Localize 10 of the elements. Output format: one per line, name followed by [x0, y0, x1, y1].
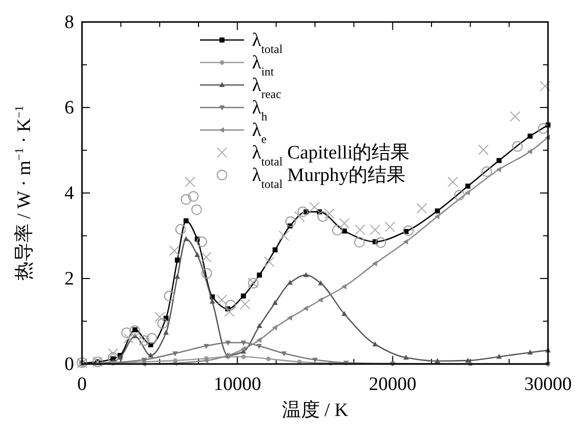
x-axis-title: 温度 / K: [282, 399, 349, 421]
x-tick-label: 20000: [368, 374, 416, 395]
x-tick-label: 30000: [524, 374, 572, 395]
y-tick-label: 2: [64, 268, 74, 290]
y-tick-label: 4: [64, 183, 74, 204]
y-tick-label: 6: [64, 98, 74, 118]
x-tick-label: 10000: [214, 374, 262, 395]
y-tick-label: 0: [64, 354, 74, 375]
legend-label: λ$_{total}$ Murphy的结果: [252, 165, 406, 191]
y-tick-label: 8: [64, 12, 74, 33]
